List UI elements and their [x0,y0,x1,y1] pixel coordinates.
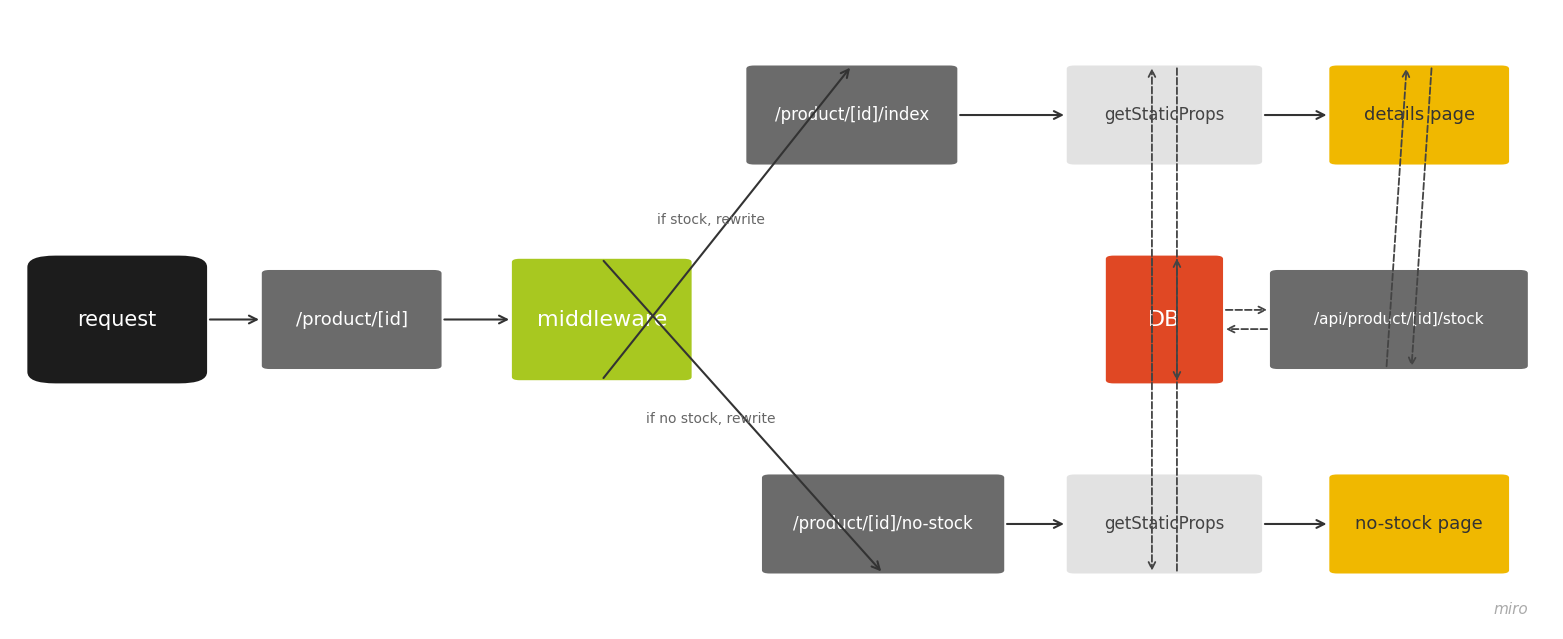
Text: details page: details page [1363,106,1475,124]
Text: request: request [78,309,156,330]
FancyBboxPatch shape [1066,474,1261,574]
Text: /product/[id]: /product/[id] [295,311,408,328]
Text: if stock, rewrite: if stock, rewrite [656,213,766,227]
Text: miro: miro [1494,602,1529,617]
FancyBboxPatch shape [263,270,442,369]
Text: no-stock page: no-stock page [1355,515,1483,533]
Text: middleware: middleware [536,309,667,330]
Text: /api/product/[id]/stock: /api/product/[id]/stock [1314,312,1483,327]
Text: DB: DB [1149,309,1180,330]
Text: getStaticProps: getStaticProps [1103,106,1225,124]
FancyBboxPatch shape [511,259,691,380]
Text: /product/[id]/index: /product/[id]/index [775,106,928,124]
FancyBboxPatch shape [1107,256,1222,383]
FancyBboxPatch shape [761,474,1003,574]
FancyBboxPatch shape [747,66,957,165]
Text: if no stock, rewrite: if no stock, rewrite [647,412,775,426]
FancyBboxPatch shape [27,256,206,383]
Text: /product/[id]/no-stock: /product/[id]/no-stock [792,515,974,533]
FancyBboxPatch shape [1066,66,1261,165]
FancyBboxPatch shape [1269,270,1527,369]
FancyBboxPatch shape [1329,474,1510,574]
FancyBboxPatch shape [1329,66,1510,165]
Text: getStaticProps: getStaticProps [1103,515,1225,533]
